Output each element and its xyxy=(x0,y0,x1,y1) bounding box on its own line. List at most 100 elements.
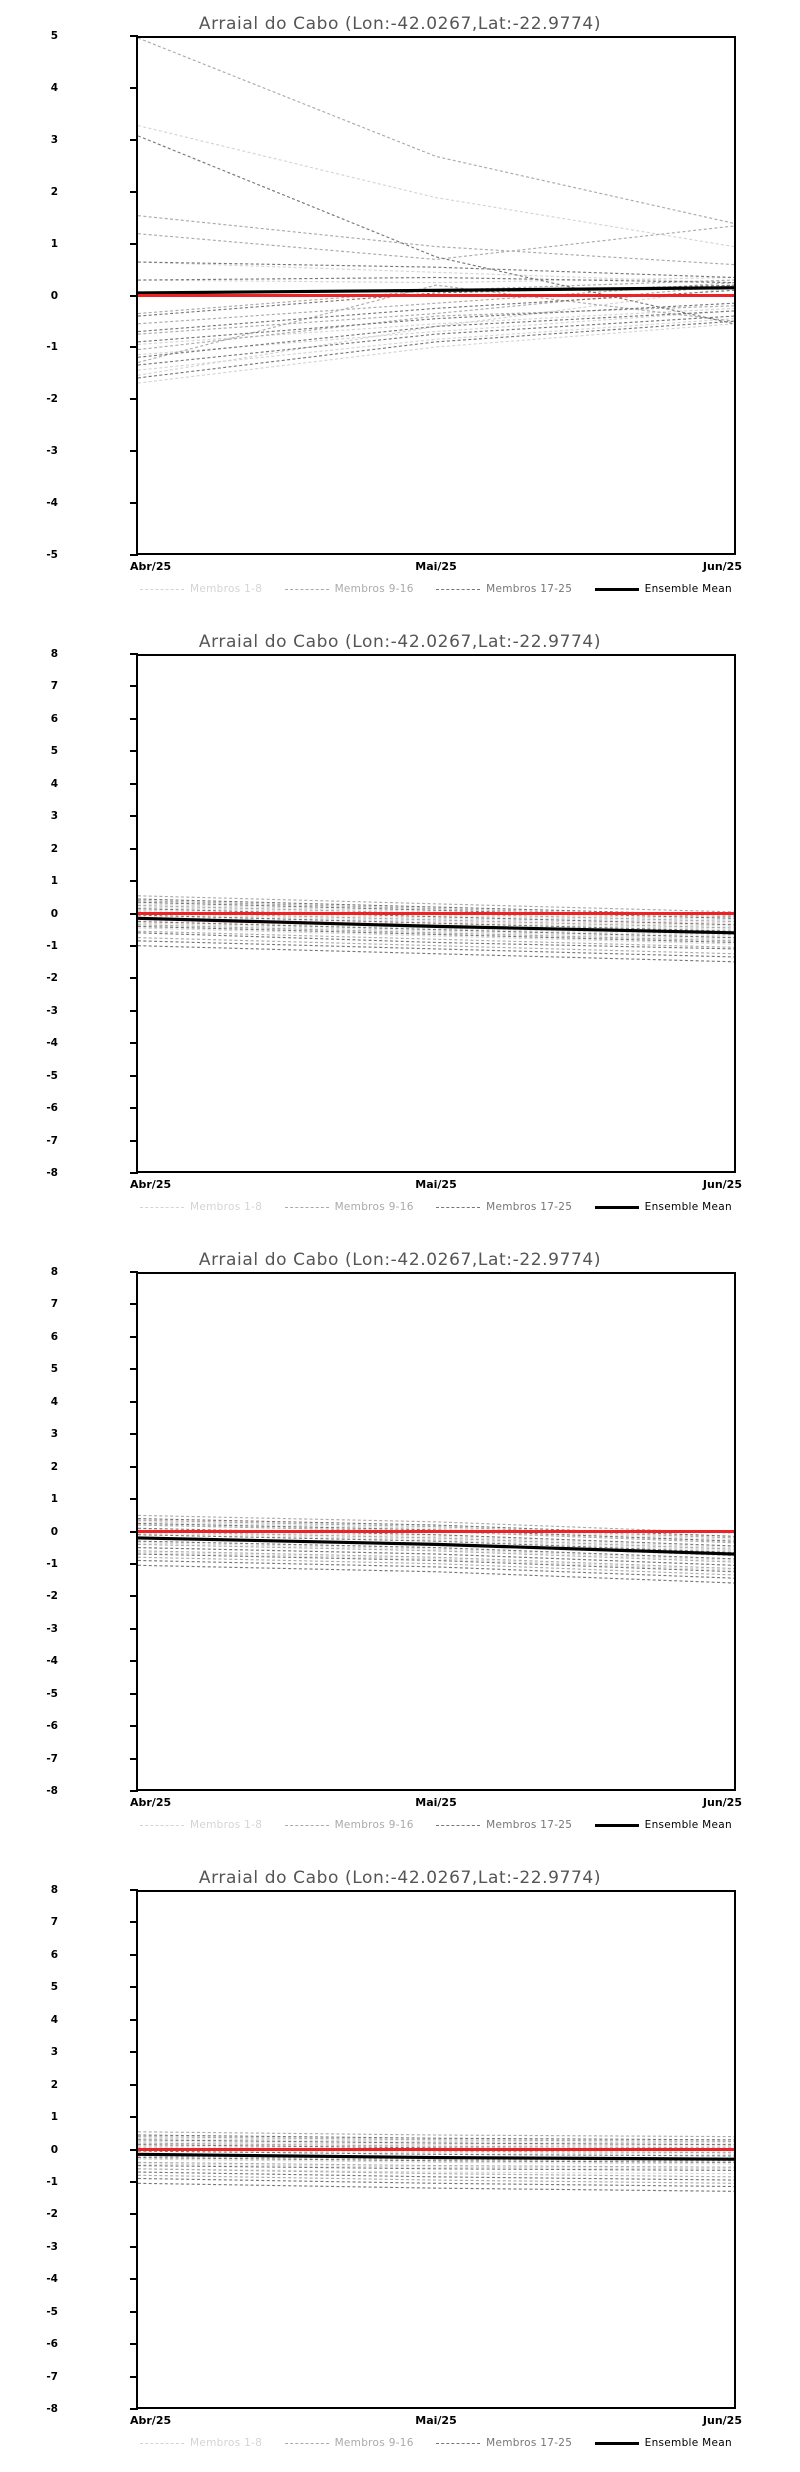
y-tick-label: 3 xyxy=(50,809,58,822)
legend-item-1[interactable]: Membros 9-16 xyxy=(284,1201,414,1213)
panel-title: Arraial do Cabo (Lon:-42.0267,Lat:-22.97… xyxy=(198,632,602,652)
legend-swatch-icon xyxy=(594,1823,639,1827)
legend-item-2[interactable]: Membros 17-25 xyxy=(436,1201,572,1213)
y-tick-mark xyxy=(130,1271,138,1273)
chart-legend: Membros 1-8 Membros 9-16 Membros 17-25 E… xyxy=(136,581,736,597)
series-member xyxy=(138,261,734,279)
legend-label: Ensemble Mean xyxy=(644,2437,732,2449)
legend-swatch-icon xyxy=(284,588,329,590)
legend-item-1[interactable]: Membros 9-16 xyxy=(284,583,414,595)
legend-label: Membros 9-16 xyxy=(334,1819,414,1831)
y-tick-mark xyxy=(130,944,138,947)
series-member xyxy=(138,927,734,945)
legend-item-2[interactable]: Membros 17-25 xyxy=(436,583,572,595)
y-tick-label: 3 xyxy=(50,2045,58,2058)
y-tick-label: 8 xyxy=(50,647,58,660)
y-tick-label: 7 xyxy=(50,1298,58,1311)
series-member xyxy=(138,1530,734,1550)
plot-area-tmed xyxy=(136,654,736,1173)
legend-swatch-icon xyxy=(140,1824,184,1826)
series-member xyxy=(138,900,734,918)
series-member xyxy=(138,919,734,937)
legend-item-3[interactable]: Ensemble Mean xyxy=(594,1201,732,1213)
y-tick-label: 2 xyxy=(50,842,58,855)
y-tick-label: -4 xyxy=(46,1037,58,1049)
series-member xyxy=(138,2161,734,2168)
y-tick-label: 2 xyxy=(50,1460,58,1473)
panel-title: Arraial do Cabo (Lon:-42.0267,Lat:-22.97… xyxy=(198,1868,602,1888)
y-tick-label: 1 xyxy=(50,237,58,250)
series-member xyxy=(138,1521,734,1541)
series-member xyxy=(138,920,734,939)
legend-item-3[interactable]: Ensemble Mean xyxy=(594,2437,732,2449)
y-tick-label: 4 xyxy=(50,2013,58,2026)
series-member xyxy=(138,124,734,248)
series-member xyxy=(138,937,734,955)
legend-label: Membros 17-25 xyxy=(486,2437,573,2449)
series-member xyxy=(138,2137,734,2144)
y-tick-label: -6 xyxy=(46,2337,58,2350)
series-member xyxy=(138,1524,734,1544)
legend-label: Membros 17-25 xyxy=(486,1819,573,1831)
legend-swatch-icon xyxy=(594,1205,639,1209)
x-tick-label-middle: Mai/25 xyxy=(415,1796,457,1809)
legend-swatch-icon xyxy=(436,1824,481,1826)
legend-swatch-icon xyxy=(140,1206,184,1208)
legend-swatch-icon xyxy=(140,2442,184,2444)
x-tick-label-middle: Mai/25 xyxy=(415,1178,457,1191)
chart-legend: Membros 1-8 Membros 9-16 Membros 17-25 E… xyxy=(136,2435,736,2451)
y-tick-mark xyxy=(130,1757,138,1760)
y-tick-mark xyxy=(130,1107,138,1110)
legend-label: Ensemble Mean xyxy=(644,583,732,595)
y-tick-mark xyxy=(130,2018,138,2021)
y-tick-mark xyxy=(130,2051,138,2054)
legend-item-0[interactable]: Membros 1-8 xyxy=(140,1819,262,1831)
y-tick-mark xyxy=(130,1986,138,1989)
y-tick-label: -1 xyxy=(46,341,58,354)
series-member xyxy=(138,908,734,926)
legend-item-1[interactable]: Membros 9-16 xyxy=(284,2437,414,2449)
y-tick-label: -3 xyxy=(46,1004,58,1017)
legend-item-1[interactable]: Membros 9-16 xyxy=(284,1819,414,1831)
legend-item-0[interactable]: Membros 1-8 xyxy=(140,2437,262,2449)
series-member xyxy=(138,1514,734,1534)
y-tick-label: 1 xyxy=(50,874,58,887)
legend-swatch-icon xyxy=(284,1206,329,1208)
y-tick-mark xyxy=(130,2213,138,2216)
plot-svg xyxy=(138,1514,734,1584)
series-member xyxy=(138,2145,734,2152)
y-tick-label: 4 xyxy=(50,81,58,94)
legend-swatch-icon xyxy=(284,1824,329,1826)
legend-item-2[interactable]: Membros 17-25 xyxy=(436,2437,572,2449)
legend-label: Membros 9-16 xyxy=(334,2437,414,2449)
legend-item-0[interactable]: Membros 1-8 xyxy=(140,583,262,595)
series-member xyxy=(138,1532,734,1552)
series-member xyxy=(138,1522,734,1542)
series-member xyxy=(138,1534,734,1553)
series-ensemble-mean xyxy=(138,916,734,935)
series-member xyxy=(138,323,734,384)
y-tick-label: -1 xyxy=(46,939,58,952)
series-member xyxy=(138,940,734,958)
chart-panel-tmax: Arraial do Cabo (Lon:-42.0267,Lat:-22.97… xyxy=(0,1236,800,1854)
chart-panel-precip: Arraial do Cabo (Lon:-42.0267,Lat:-22.97… xyxy=(0,0,800,618)
legend-item-3[interactable]: Ensemble Mean xyxy=(594,583,732,595)
series-member xyxy=(138,2182,734,2192)
y-tick-label: -2 xyxy=(46,2208,58,2221)
y-tick-mark xyxy=(130,1562,138,1565)
legend-item-0[interactable]: Membros 1-8 xyxy=(140,1201,262,1213)
legend-item-3[interactable]: Ensemble Mean xyxy=(594,1819,732,1831)
series-member xyxy=(138,310,734,358)
plot-svg xyxy=(138,38,734,384)
series-member xyxy=(138,930,734,948)
x-tick-label-start: Abr/25 xyxy=(130,2414,172,2427)
series-member xyxy=(138,1564,734,1584)
y-tick-mark xyxy=(130,1921,138,1924)
series-member xyxy=(138,215,734,266)
y-tick-mark xyxy=(130,86,138,89)
series-member xyxy=(138,1559,734,1579)
legend-swatch-icon xyxy=(436,588,481,590)
legend-item-2[interactable]: Membros 17-25 xyxy=(436,1819,572,1831)
y-tick-label: 8 xyxy=(50,1883,58,1896)
y-tick-label: 4 xyxy=(50,1395,58,1408)
